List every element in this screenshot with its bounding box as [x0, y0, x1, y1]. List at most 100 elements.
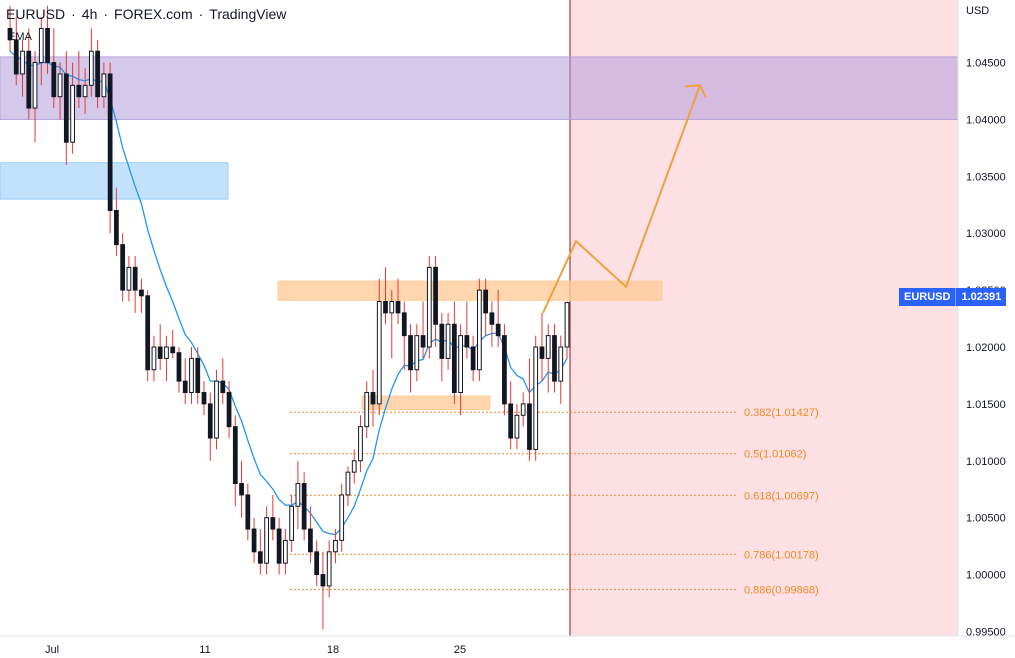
candle-body: [564, 302, 570, 348]
chart-header: EURUSD · 4h · FOREX.com · TradingView: [6, 6, 287, 22]
candle-body: [420, 335, 426, 348]
candle-body: [189, 357, 194, 394]
symbol-label: EURUSD: [6, 6, 66, 22]
candle-body: [145, 295, 151, 371]
candle-body: [495, 323, 501, 337]
projection-path: [542, 84, 701, 314]
zone-supply-blue: [0, 162, 229, 200]
last-price-tag: EURUSD 1.02391: [899, 288, 1007, 306]
candle-body: [214, 380, 219, 439]
candle-body: [70, 84, 75, 143]
projection-arrowhead: [684, 84, 707, 98]
candle-body: [364, 392, 370, 428]
candle-body: [489, 312, 495, 325]
candle-body: [164, 346, 169, 359]
candle-body: [120, 244, 126, 291]
candle-body: [370, 392, 376, 405]
candle-body: [295, 483, 301, 507]
candle-body: [376, 301, 382, 405]
candle-body: [320, 574, 326, 587]
candle-body: [76, 84, 82, 98]
candle-body: [82, 84, 88, 98]
candle-body: [13, 39, 19, 75]
candle-body: [239, 483, 244, 496]
candle-body: [520, 403, 526, 416]
candle-body: [458, 335, 463, 394]
candle-body: [308, 528, 313, 553]
candle-body: [282, 539, 288, 564]
candle-body: [270, 517, 276, 530]
y-tick-label: 1.04000: [966, 114, 1006, 126]
candle-body: [195, 357, 201, 394]
candle-body: [139, 289, 144, 297]
indicator-label: EMA: [8, 31, 32, 43]
price-tag-value: 1.02391: [955, 288, 1007, 306]
candle-body: [333, 539, 338, 553]
x-tick-label: 11: [199, 644, 210, 656]
candle-body: [45, 27, 50, 64]
candle-body: [477, 289, 482, 371]
x-tick-label: 25: [454, 644, 466, 656]
candle-body: [245, 494, 251, 530]
candle-body: [232, 426, 238, 485]
candle-body: [351, 460, 357, 473]
platform-label: TradingView: [209, 6, 287, 22]
x-tick-label: Jul: [45, 644, 59, 656]
candle-body: [464, 335, 470, 348]
candle-body: [426, 266, 432, 348]
candle-body: [114, 209, 119, 246]
candle-body: [182, 380, 188, 394]
candle-body: [176, 352, 182, 382]
candle-body: [289, 505, 295, 541]
candle-body: [95, 50, 100, 98]
candle-body: [257, 551, 263, 564]
candle-body: [433, 266, 438, 325]
candle-body: [552, 335, 557, 382]
candle-body: [558, 346, 564, 382]
candle-body: [383, 301, 388, 314]
candle-body: [345, 471, 351, 496]
candle-body: [445, 323, 451, 359]
candle-body: [207, 403, 213, 439]
candle-body: [201, 392, 207, 405]
candle-body: [7, 27, 13, 41]
candle-body: [414, 335, 420, 371]
candle-body: [527, 403, 532, 450]
candle-body: [63, 73, 69, 143]
candle-body: [339, 494, 345, 541]
interval-label: 4h: [81, 6, 98, 22]
y-tick-label: 1.02000: [966, 342, 1006, 354]
candle-body: [301, 483, 307, 530]
candle-body: [20, 50, 25, 75]
y-tick-label: 1.00500: [966, 513, 1006, 525]
candle-body: [151, 346, 157, 371]
y-tick-label: 1.01000: [966, 456, 1006, 468]
fib-label: 0.786(1.00178): [744, 549, 819, 561]
candle-body: [157, 346, 163, 359]
candle-body: [483, 289, 489, 314]
candle-body: [314, 551, 320, 576]
candle-body: [545, 335, 551, 359]
candle-body: [126, 266, 132, 291]
candle-body: [502, 335, 507, 405]
candle-body: [26, 50, 32, 109]
fib-label: 0.382(1.01427): [744, 407, 819, 419]
candle-body: [170, 346, 176, 354]
candle-body: [107, 73, 113, 211]
candle-body: [451, 323, 457, 394]
y-tick-label: 1.00000: [966, 570, 1006, 582]
candle-body: [408, 335, 413, 371]
y-tick-label: 1.04500: [966, 58, 1006, 70]
candle-body: [358, 426, 363, 462]
candle-body: [38, 27, 44, 64]
candle-body: [276, 528, 282, 564]
candle-body: [88, 50, 94, 86]
y-tick-label: 1.01500: [966, 399, 1006, 411]
candle-body: [220, 380, 226, 394]
candle-body: [508, 403, 514, 439]
candle-body: [57, 73, 63, 98]
candle-body: [132, 266, 138, 291]
candle-body: [32, 62, 38, 109]
y-tick-label: 0.99500: [966, 626, 1006, 638]
